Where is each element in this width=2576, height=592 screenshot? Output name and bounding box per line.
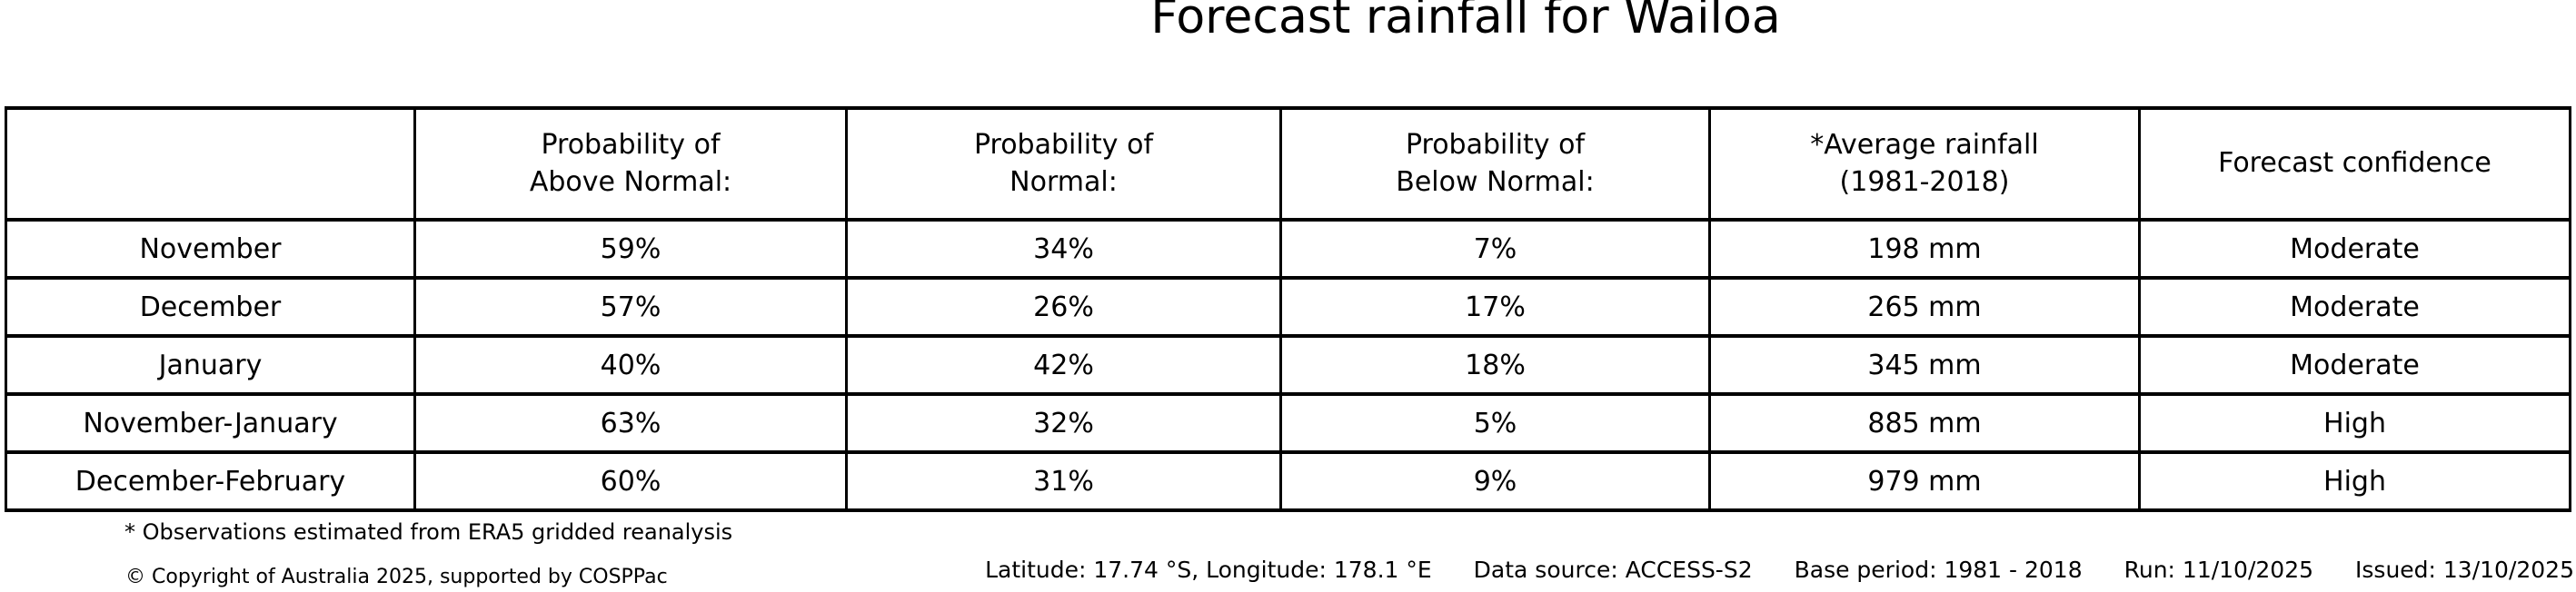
cell-forecast-confidence: Moderate: [2138, 334, 2571, 396]
column-header-forecast-confidence: Forecast confidence: [2138, 106, 2571, 222]
footnote: * Observations estimated from ERA5 gridd…: [124, 519, 733, 545]
cell-normal: 26%: [845, 276, 1282, 338]
cell-above-normal: 60%: [413, 450, 848, 512]
cell-normal: 31%: [845, 450, 1282, 512]
cell-average-rainfall: 979 mm: [1708, 450, 2141, 512]
cell-above-normal: 63%: [413, 392, 848, 454]
table-corner-cell: [5, 106, 416, 222]
column-header-average-rainfall: *Average rainfall (1981-2018): [1708, 106, 2141, 222]
cell-average-rainfall: 265 mm: [1708, 276, 2141, 338]
table-row-december-february: December-February 60% 31% 9% 979 mm High: [5, 450, 2571, 512]
cell-below-normal: 17%: [1279, 276, 1711, 338]
column-header-above-normal: Probability of Above Normal:: [413, 106, 848, 222]
cell-below-normal: 7%: [1279, 218, 1711, 280]
copyright: © Copyright of Australia 2025, supported…: [125, 566, 668, 588]
row-label: November: [5, 218, 416, 280]
cell-below-normal: 18%: [1279, 334, 1711, 396]
row-label: December-February: [5, 450, 416, 512]
cell-above-normal: 57%: [413, 276, 848, 338]
row-label: December: [5, 276, 416, 338]
row-label: January: [5, 334, 416, 396]
page-title: Forecast rainfall for Wailoa: [1150, 0, 1781, 44]
column-header-below-normal: Probability of Below Normal:: [1279, 106, 1711, 222]
cell-above-normal: 59%: [413, 218, 848, 280]
footer-base-period: Base period: 1981 - 2018: [1794, 557, 2083, 583]
cell-below-normal: 9%: [1279, 450, 1711, 512]
footer-run-date: Run: 11/10/2025: [2123, 557, 2314, 583]
cell-normal: 34%: [845, 218, 1282, 280]
cell-forecast-confidence: High: [2138, 450, 2571, 512]
footer-info: Latitude: 17.74 °S, Longitude: 178.1 °E …: [985, 557, 2574, 583]
cell-below-normal: 5%: [1279, 392, 1711, 454]
table-row-december: December 57% 26% 17% 265 mm Moderate: [5, 276, 2571, 338]
cell-forecast-confidence: Moderate: [2138, 218, 2571, 280]
forecast-table: Probability of Above Normal: Probability…: [5, 106, 2571, 512]
column-header-normal: Probability of Normal:: [845, 106, 1282, 222]
cell-normal: 32%: [845, 392, 1282, 454]
cell-average-rainfall: 198 mm: [1708, 218, 2141, 280]
table-row-november-january: November-January 63% 32% 5% 885 mm High: [5, 392, 2571, 454]
table-header-row: Probability of Above Normal: Probability…: [5, 106, 2571, 222]
cell-forecast-confidence: High: [2138, 392, 2571, 454]
table-row-november: November 59% 34% 7% 198 mm Moderate: [5, 218, 2571, 280]
cell-normal: 42%: [845, 334, 1282, 396]
footer-coordinates: Latitude: 17.74 °S, Longitude: 178.1 °E: [985, 557, 1432, 583]
cell-average-rainfall: 885 mm: [1708, 392, 2141, 454]
cell-average-rainfall: 345 mm: [1708, 334, 2141, 396]
cell-forecast-confidence: Moderate: [2138, 276, 2571, 338]
footer-data-source: Data source: ACCESS-S2: [1473, 557, 1753, 583]
footer-issued-date: Issued: 13/10/2025: [2355, 557, 2574, 583]
cell-above-normal: 40%: [413, 334, 848, 396]
table-row-january: January 40% 42% 18% 345 mm Moderate: [5, 334, 2571, 396]
row-label: November-January: [5, 392, 416, 454]
